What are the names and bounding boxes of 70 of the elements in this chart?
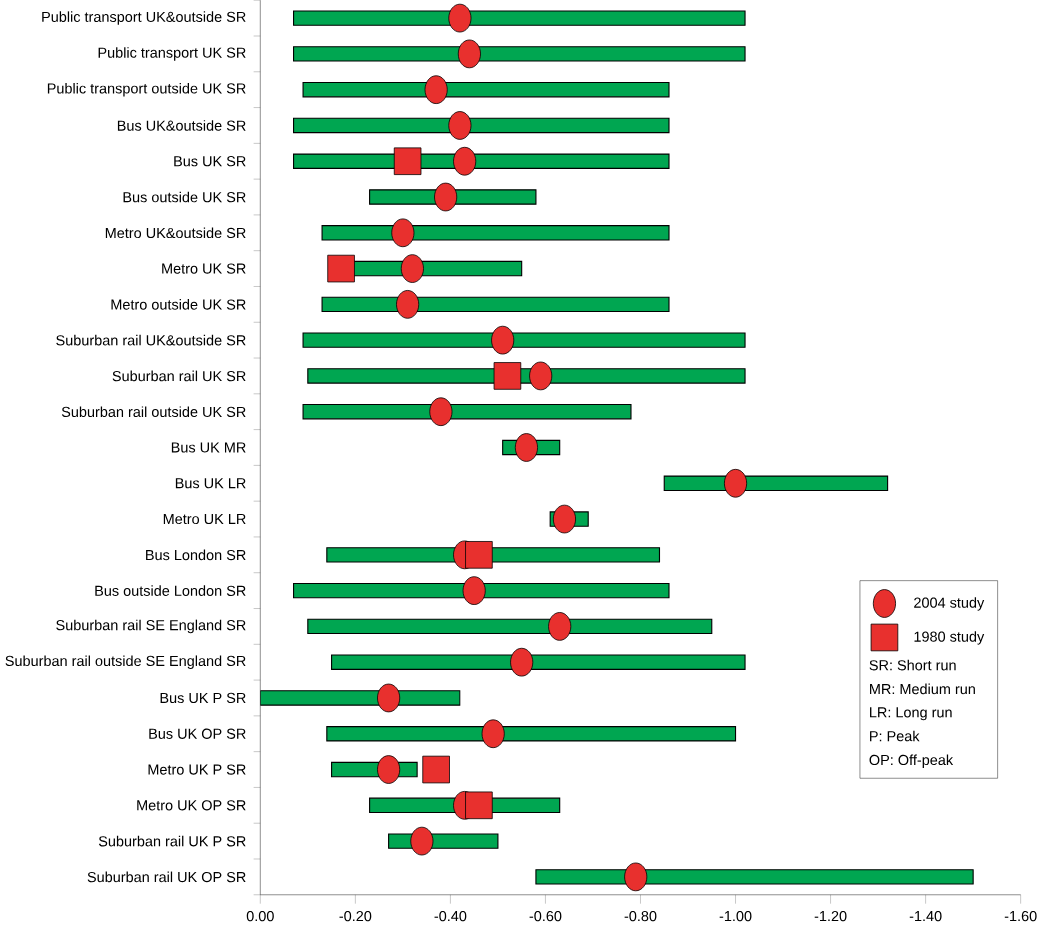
point bbox=[453, 146, 477, 176]
y-tick-label: Suburban rail UK SR bbox=[112, 370, 246, 382]
point bbox=[400, 254, 424, 283]
point bbox=[424, 75, 448, 104]
y-tick-label: Suburban rail SE England SR bbox=[56, 619, 246, 634]
point bbox=[491, 325, 515, 355]
annotation: SR: Short run bbox=[869, 659, 956, 671]
x-tick-label: -0.80 bbox=[624, 910, 657, 922]
point bbox=[624, 862, 648, 892]
point bbox=[457, 39, 481, 69]
annotation: LR: Long run bbox=[870, 707, 952, 721]
y-tick-label: Bus outside UK SR bbox=[123, 191, 246, 203]
y-tick-label: Metro UK SR bbox=[162, 263, 246, 274]
x-tick-label: -0.60 bbox=[529, 910, 562, 922]
point bbox=[377, 683, 401, 713]
annotation: MR: Medium run bbox=[870, 683, 975, 695]
point bbox=[529, 361, 553, 391]
legend-label: 2004 study bbox=[914, 597, 985, 611]
y-tick-label: Public transport UK&outside SR bbox=[42, 11, 246, 25]
y-tick-label: Bus London SR bbox=[146, 549, 246, 561]
y-tick-label: Suburban rail outside SE England SR bbox=[5, 655, 246, 669]
y-tick-label: Bus UK OP SR bbox=[149, 728, 246, 739]
point bbox=[448, 111, 472, 140]
point bbox=[481, 719, 505, 749]
x-tick-label: -0.40 bbox=[434, 910, 467, 922]
y-tick-label: Suburban rail UK OP SR bbox=[87, 871, 246, 883]
point bbox=[391, 218, 415, 248]
point bbox=[465, 541, 493, 569]
y-tick-label: Metro UK LR bbox=[163, 514, 246, 525]
y-tick-label: Metro outside UK SR bbox=[111, 299, 246, 310]
y-tick-label: Bus outside London SR bbox=[95, 585, 246, 596]
point bbox=[434, 182, 458, 212]
y-tick-label: Bus UK P SR bbox=[160, 692, 246, 704]
y-tick-label: Metro UK&outside SR bbox=[105, 227, 246, 239]
point bbox=[393, 147, 422, 175]
y-tick-label: Public transport outside UK SR bbox=[47, 82, 246, 97]
y-tick-label: Bus UK SR bbox=[174, 156, 246, 167]
x-tick-label: -1.00 bbox=[719, 910, 752, 922]
annotation: P: Peak bbox=[870, 730, 920, 742]
point bbox=[410, 826, 434, 856]
y-tick-label: Bus UK&outside SR bbox=[117, 120, 246, 131]
x-tick-label: -1.60 bbox=[1004, 910, 1037, 922]
y-tick-label: Suburban rail UK&outside SR bbox=[56, 334, 246, 346]
point bbox=[465, 791, 493, 820]
y-tick-label: Bus UK MR bbox=[171, 442, 246, 453]
y-tick-label: Suburban rail outside UK SR bbox=[61, 406, 246, 418]
point bbox=[548, 612, 572, 641]
y-tick-label: Metro UK P SR bbox=[148, 764, 246, 775]
point bbox=[422, 755, 450, 784]
point bbox=[552, 504, 576, 534]
legend-label: 1980 study bbox=[914, 631, 985, 645]
y-tick-label: Metro UK OP SR bbox=[137, 800, 246, 811]
point bbox=[448, 3, 472, 33]
point bbox=[429, 397, 453, 427]
point bbox=[514, 433, 538, 462]
y-tick-label: Bus UK LR bbox=[175, 478, 246, 489]
x-tick-label: -1.20 bbox=[814, 910, 847, 922]
x-tick-label: -1.40 bbox=[909, 910, 942, 922]
point bbox=[327, 254, 355, 283]
x-tick-label: -0.20 bbox=[339, 910, 372, 922]
point bbox=[493, 362, 522, 390]
point bbox=[510, 647, 534, 677]
point bbox=[724, 468, 748, 498]
annotation: OP: Off-peak bbox=[869, 754, 954, 768]
point bbox=[377, 755, 401, 784]
y-tick-label: Public transport UK SR bbox=[98, 47, 246, 61]
x-tick-label: 0.00 bbox=[246, 910, 274, 922]
y-tick-label: Suburban rail UK P SR bbox=[98, 835, 246, 847]
point bbox=[462, 576, 486, 605]
point bbox=[396, 290, 420, 319]
